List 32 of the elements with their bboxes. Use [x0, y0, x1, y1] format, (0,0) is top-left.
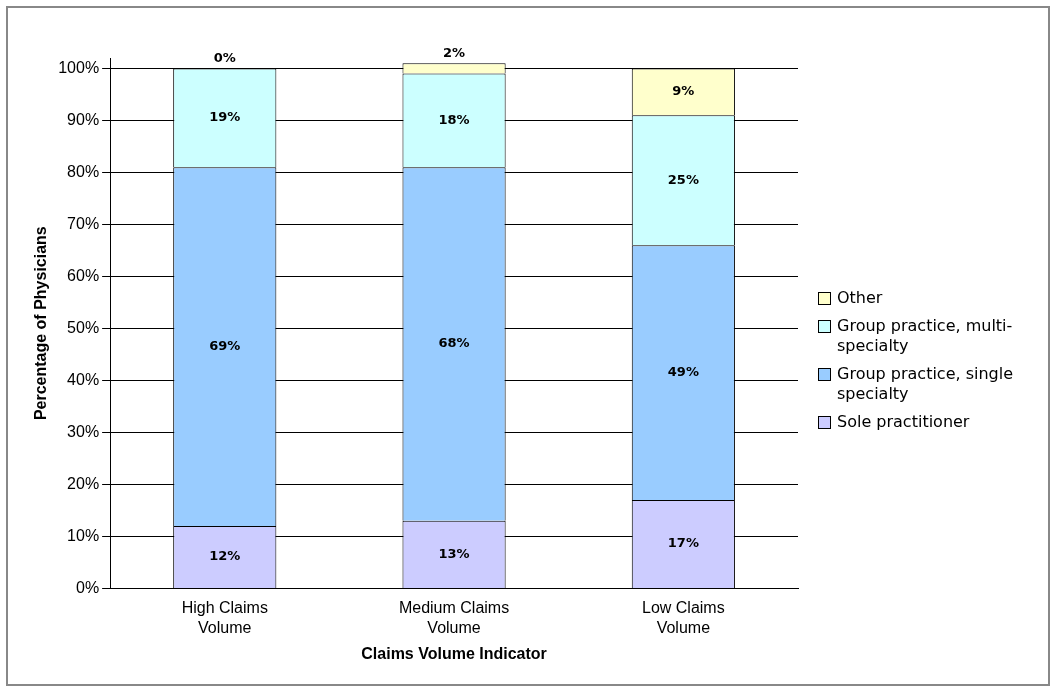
x-tick-label: High Claims Volume — [181, 599, 268, 636]
y-tick-label: 90% — [67, 110, 100, 128]
y-tick-label: 70% — [67, 214, 100, 232]
data-label: 19% — [209, 109, 241, 125]
data-label: 18% — [438, 111, 470, 127]
y-tick-label: 20% — [67, 474, 100, 492]
data-label: 69% — [209, 337, 241, 353]
data-label: 17% — [667, 535, 699, 551]
y-tick-label: 100% — [58, 58, 100, 76]
x-axis-title: Claims Volume Indicator — [361, 644, 547, 662]
y-tick-label: 30% — [67, 422, 100, 440]
y-tick-label: 0% — [76, 578, 100, 596]
y-axis-title: Percentage of Physicians — [32, 226, 50, 421]
data-label: 25% — [667, 171, 699, 187]
legend-label: Group practice, single specialty — [837, 364, 1015, 404]
data-label: 0% — [213, 49, 236, 65]
data-label: 9% — [672, 83, 695, 99]
legend-label: Group practice, multi-specialty — [837, 316, 1014, 356]
data-label: 12% — [209, 548, 241, 564]
legend-label: Other — [837, 288, 883, 308]
legend-label: Sole practitioner — [837, 412, 970, 432]
y-tick-label: 50% — [67, 318, 100, 336]
data-label: 68% — [438, 335, 470, 351]
x-tick-label: Medium Claims Volume — [398, 599, 510, 636]
y-tick-label: 80% — [67, 162, 100, 180]
y-tick-label: 60% — [67, 266, 100, 284]
data-label: 13% — [438, 545, 470, 561]
x-tick-label: Low Claims Volume — [642, 599, 725, 636]
y-tick-label: 10% — [67, 526, 100, 544]
data-label: 49% — [667, 363, 699, 379]
y-tick-label: 40% — [67, 370, 100, 388]
data-label: 2% — [443, 44, 466, 60]
